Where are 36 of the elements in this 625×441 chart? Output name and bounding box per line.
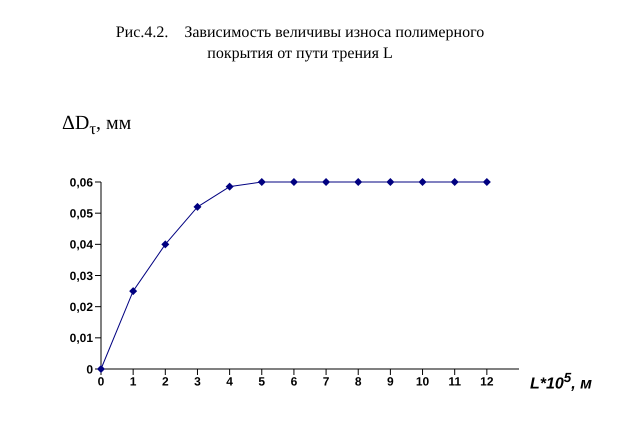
y-tick-label: 0,02 — [70, 300, 94, 314]
x-tick-label: 8 — [354, 374, 362, 389]
y-tick-label: 0,04 — [70, 238, 94, 252]
y-tick-label: 0,01 — [70, 331, 94, 346]
x-tick-label: 12 — [480, 374, 494, 389]
x-tick-label: 4 — [226, 374, 234, 389]
point — [482, 178, 491, 186]
point — [386, 178, 394, 186]
x-tick-label: 2 — [162, 374, 169, 389]
x-tick-label: 5 — [258, 374, 266, 389]
point — [354, 178, 362, 186]
y-tick-label: 0 — [86, 362, 94, 376]
y-tick-label: 0,03 — [70, 268, 94, 283]
point — [290, 178, 298, 186]
x-tick-label: 0 — [98, 374, 105, 389]
point — [193, 202, 202, 211]
x-tick-label: 3 — [194, 374, 202, 389]
point — [226, 182, 234, 191]
point — [129, 287, 138, 296]
y-tick-label: 0,05 — [70, 206, 94, 220]
point — [97, 365, 105, 373]
point — [418, 178, 427, 186]
x-tick-label: 7 — [322, 374, 330, 389]
y-axis-title: ΔD$_{τ}$, мм — [62, 112, 132, 139]
point — [450, 178, 459, 186]
point — [258, 178, 266, 186]
y-tick-label: 0,06 — [70, 175, 94, 190]
x-tick-label: 6 — [290, 374, 298, 389]
x-tick-label: 11 — [448, 374, 462, 389]
x-tick-label: 10 — [416, 374, 430, 389]
x-tick-label: 1 — [130, 374, 137, 389]
x-axis-title: L*10$^{5}$, м — [530, 370, 592, 394]
x-tick-label: 9 — [387, 374, 394, 389]
chart-title: Рис.4.2. Зависимость величивы износа полимерного покрытия от пути трения L — [114, 23, 486, 64]
point — [161, 240, 170, 248]
point — [322, 178, 330, 186]
